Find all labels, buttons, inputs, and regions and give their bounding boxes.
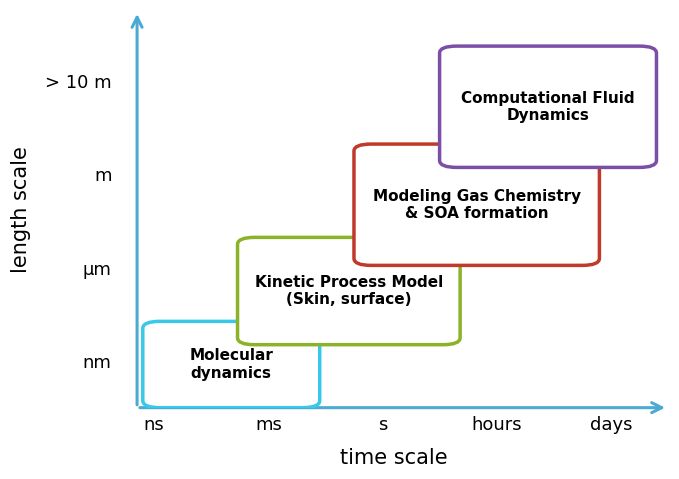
- FancyBboxPatch shape: [238, 238, 460, 345]
- Text: Molecular
dynamics: Molecular dynamics: [189, 348, 273, 381]
- Text: Computational Fluid
Dynamics: Computational Fluid Dynamics: [461, 91, 635, 123]
- FancyBboxPatch shape: [354, 144, 600, 265]
- Y-axis label: length scale: length scale: [11, 146, 31, 273]
- FancyBboxPatch shape: [143, 321, 320, 408]
- Text: Kinetic Process Model
(Skin, surface): Kinetic Process Model (Skin, surface): [255, 275, 443, 307]
- FancyBboxPatch shape: [439, 46, 657, 167]
- Text: Modeling Gas Chemistry
& SOA formation: Modeling Gas Chemistry & SOA formation: [373, 189, 581, 221]
- X-axis label: time scale: time scale: [340, 448, 447, 468]
